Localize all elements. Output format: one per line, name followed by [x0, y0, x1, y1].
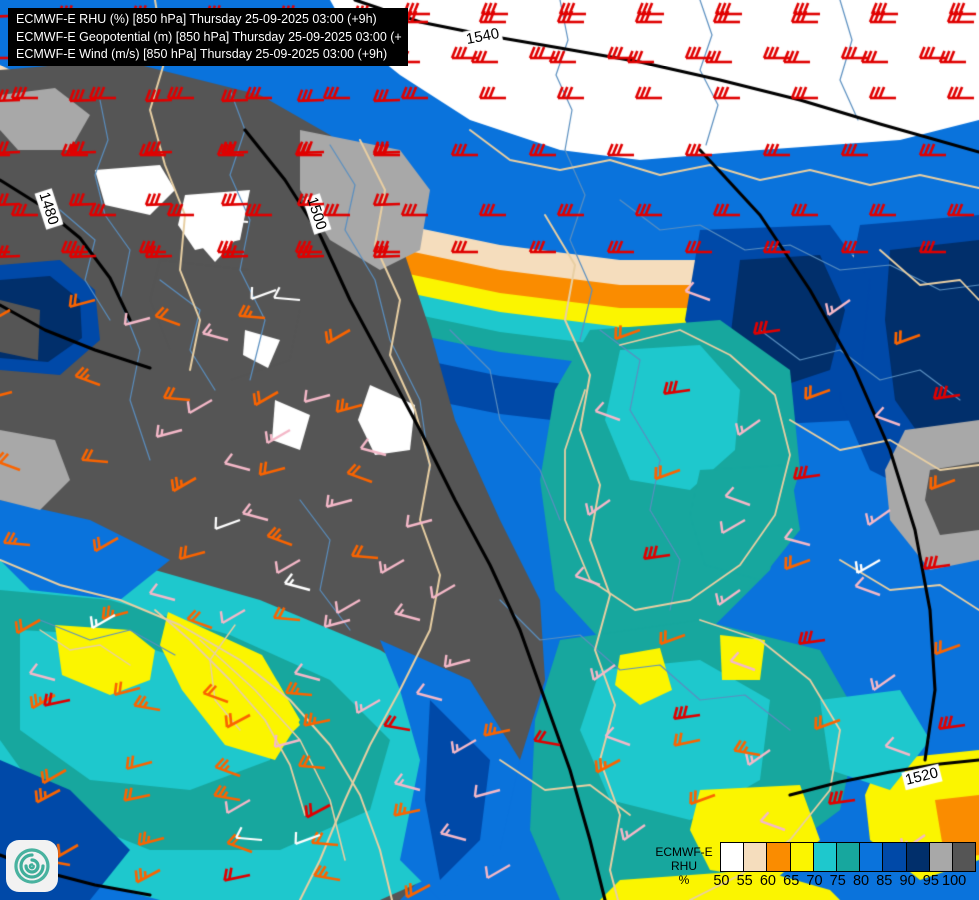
header-line-rhu: ECMWF-E RHU (%) [850 hPa] Thursday 25-09…	[16, 12, 377, 26]
header-line-geopot: ECMWF-E Geopotential (m) [850 hPa] Thurs…	[16, 29, 402, 44]
legend-model: ECMWF-E	[655, 845, 713, 859]
header-banner: ECMWF-E RHU (%) [850 hPa] Thursday 25-09…	[8, 8, 408, 66]
legend-swatch-65	[790, 843, 814, 871]
legend-tick-70: 70	[806, 873, 823, 889]
legend-swatch-70	[813, 843, 837, 871]
legend-title: ECMWF-E RHU %	[648, 842, 720, 887]
legend-tick-95: 95	[922, 873, 939, 889]
legend-tick-85: 85	[876, 873, 893, 889]
legend-tick-65: 65	[783, 873, 800, 889]
legend-swatches	[720, 842, 976, 872]
legend-tick-90: 90	[899, 873, 916, 889]
legend-tick-60: 60	[759, 873, 777, 889]
legend-swatch-85	[883, 843, 907, 871]
legend-tick-labels: 50 55 60 65 70 75 80 85 90 95 100	[713, 873, 976, 895]
legend-swatch-90	[906, 843, 930, 871]
legend-swatch-100	[952, 843, 976, 871]
legend-tick-75: 75	[829, 873, 846, 889]
legend-swatch-55	[744, 843, 768, 871]
header-line-wind: ECMWF-E Wind (m/s) [850 hPa] Thursday 25…	[16, 47, 388, 61]
legend-unit: %	[678, 873, 690, 887]
legend-tick-100: 100	[942, 873, 967, 889]
legend-parameter: RHU	[671, 859, 697, 873]
spiral-icon	[14, 848, 50, 884]
legend-swatch-80	[860, 843, 884, 871]
legend-tick-80: 80	[852, 873, 870, 889]
legend-swatch-95	[929, 843, 953, 871]
legend-swatch-60	[767, 843, 791, 871]
legend-swatch-50	[721, 843, 745, 871]
legend-tick-55: 55	[736, 873, 753, 889]
cyclone-spiral-logo[interactable]	[6, 840, 58, 892]
legend: ECMWF-E RHU % 50 55 60 65 70 75 80 85 90 95 100	[648, 842, 979, 900]
legend-tick-50: 50	[713, 873, 730, 889]
legend-swatch-75	[836, 843, 861, 871]
legend-scale: 50 55 60 65 70 75 80 85 90 95 100	[713, 842, 976, 898]
